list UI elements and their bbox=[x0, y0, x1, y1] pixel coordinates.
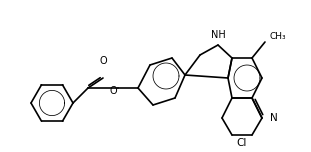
Text: N: N bbox=[270, 113, 278, 123]
Text: O: O bbox=[99, 56, 107, 66]
Text: O: O bbox=[109, 86, 117, 96]
Text: CH₃: CH₃ bbox=[270, 33, 287, 41]
Text: Cl: Cl bbox=[237, 138, 247, 148]
Text: NH: NH bbox=[211, 30, 225, 40]
